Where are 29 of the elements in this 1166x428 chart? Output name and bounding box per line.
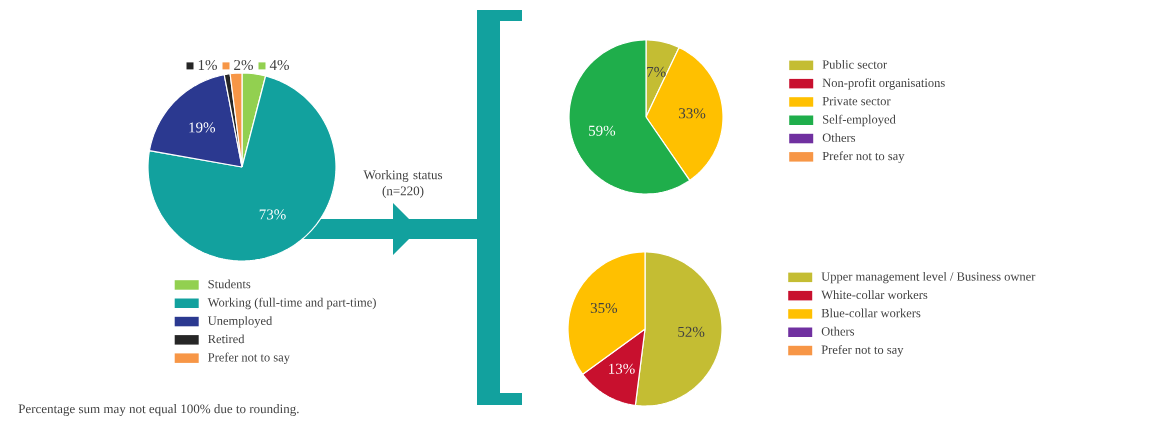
text: Percentage sum may not equal 100% due to rounding. — [18, 404, 299, 416]
data-label: 19% — [189, 122, 216, 133]
data-label: 59% — [589, 125, 616, 136]
legend-label: Unemployed — [207, 316, 273, 328]
data-label: 2% — [234, 59, 253, 71]
data-label: 52% — [678, 326, 705, 337]
legend-label: Retired — [208, 334, 245, 344]
legend-label: Prefer not to say — [822, 151, 905, 163]
text: Working status (n=220) — [363, 170, 443, 198]
data-label: 73% — [259, 209, 286, 220]
legend-label: Private sector — [822, 96, 891, 106]
legend-label: Prefer not to say — [821, 345, 904, 357]
legend-label: Prefer not to say — [208, 352, 290, 365]
data-label: 13% — [609, 363, 635, 374]
legend-label: Working (full-time and part-time) — [207, 297, 376, 310]
data-label: 4% — [269, 59, 289, 71]
data-label: 7% — [647, 66, 666, 78]
legend-label: Non-profit organisations — [822, 78, 945, 90]
legend-label: Upper management level / Business owner — [821, 271, 1036, 284]
legend-label: Others — [822, 133, 856, 142]
data-label: 1% — [198, 59, 217, 71]
legend-label: Public sector — [822, 59, 888, 69]
legend-label: White-collar workers — [821, 290, 928, 300]
legend-label: Students — [208, 279, 251, 289]
legend-label: Others — [821, 326, 855, 336]
data-label: 35% — [590, 302, 618, 314]
legend-label: Self-employed — [823, 114, 896, 127]
data-label: 33% — [679, 108, 706, 119]
legend-label: Blue-collar workers — [821, 308, 921, 318]
